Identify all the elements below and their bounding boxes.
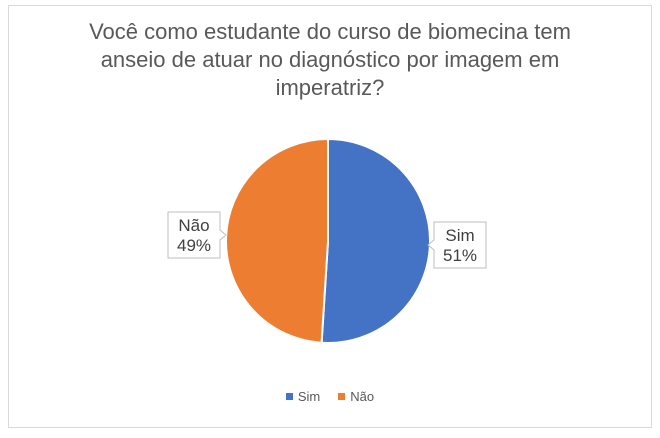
pie-slice-sim [320,137,431,344]
legend-swatch-sim [285,393,293,400]
legend-swatch-nao [338,393,346,400]
legend-label-sim: Sim [297,389,321,404]
legend: Sim Não [0,389,660,404]
data-label-percent-no: 49% [177,236,211,255]
data-label-box-no [167,211,227,259]
legend-label-nao: Não [350,389,375,404]
data-label-percent-sim: 51% [443,246,477,265]
legend-item-nao: Não [338,389,374,404]
data-label-category-sim: Sim [445,226,474,245]
legend-item-sim: Sim [285,389,321,404]
data-label-category-no: Não [178,216,209,235]
chart-title: Você como estudante do curso de biomecin… [89,19,571,100]
data-label-box-sim [427,221,487,269]
pie-slice-no [225,137,329,344]
